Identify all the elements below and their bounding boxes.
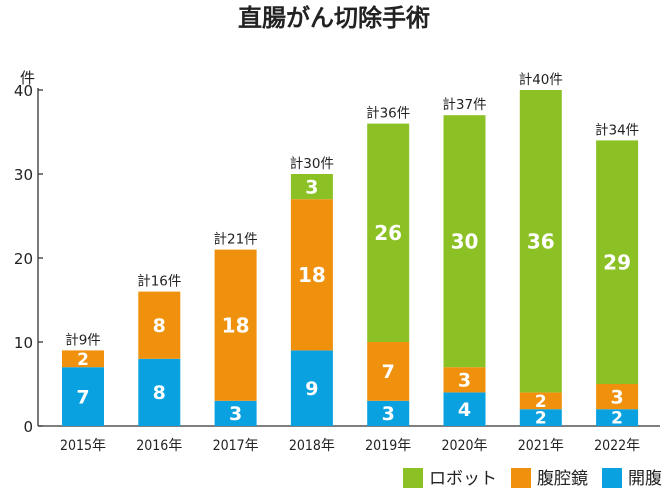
bar-total-label: 計9件	[65, 332, 101, 348]
x-tick-label: 2022年	[594, 438, 640, 454]
segment-value-label: 7	[382, 361, 395, 383]
legend-swatch	[511, 468, 531, 488]
bars	[62, 90, 639, 426]
bar-segment	[62, 350, 104, 368]
legend-swatch	[403, 468, 423, 488]
bar-segment	[214, 400, 257, 426]
legend-swatch	[602, 468, 622, 488]
segment-value-label: 8	[153, 315, 166, 337]
x-tick-label: 2016年	[136, 438, 182, 454]
y-tick-label: 10	[14, 334, 33, 352]
y-tick-label: 40	[14, 82, 33, 100]
segment-value-label: 8	[153, 382, 166, 404]
segment-value-label: 3	[610, 386, 623, 408]
legend: ロボット 腹腔鏡 開腹	[403, 468, 662, 489]
x-tick-label: 2021年	[518, 438, 564, 454]
bar-segment	[367, 342, 410, 401]
x-tick-label: 2019年	[365, 438, 411, 454]
x-tick-label: 2020年	[441, 438, 487, 454]
segment-value-label: 2	[77, 350, 89, 370]
bar-segment	[443, 115, 486, 368]
legend-label: 開腹	[628, 469, 662, 489]
bar-segment	[62, 367, 104, 426]
bar-segment	[443, 367, 486, 393]
segment-value-label: 3	[458, 370, 471, 392]
bar-segment	[443, 392, 486, 426]
segment-value-label: 18	[298, 263, 326, 287]
bar-segment	[519, 409, 562, 426]
x-tick-label: 2015年	[60, 438, 106, 454]
bar-segment	[367, 400, 410, 426]
data-labels: 7 2 計9件 8 8 計16件 3 18 計21件 9 18 3 計30件 3 7 26 計36件 4 3 30 計3…	[65, 72, 639, 429]
segment-value-label: 3	[382, 403, 395, 425]
y-tick-label: 0	[23, 418, 33, 436]
axes: 0 10 20 30 40 2015年 2016年 2017年 2018年 2019年 2020年 2…	[14, 82, 660, 454]
segment-value-label: 29	[603, 250, 631, 274]
bar-segment	[596, 409, 639, 426]
bar-total-label: 計21件	[214, 232, 258, 248]
segment-value-label: 36	[527, 229, 555, 253]
x-tick-label: 2018年	[289, 438, 335, 454]
segment-value-label: 3	[229, 403, 242, 425]
segment-value-label: 7	[76, 386, 89, 408]
bar-segment	[138, 291, 181, 359]
bar-segment	[138, 358, 181, 426]
segment-value-label: 4	[458, 399, 471, 421]
segment-value-label: 2	[611, 409, 623, 429]
bar-total-label: 計40件	[519, 72, 563, 88]
y-axis-unit: 件	[20, 69, 35, 87]
bar-segment	[519, 90, 562, 393]
bar-total-label: 計34件	[595, 122, 639, 138]
x-tick-label: 2017年	[213, 438, 259, 454]
segment-value-label: 2	[535, 409, 547, 429]
chart-title: 直腸がん切除手術	[238, 4, 430, 32]
segment-value-label: 2	[535, 392, 547, 412]
segment-value-label: 18	[222, 313, 250, 337]
bar-total-label: 計30件	[290, 156, 334, 172]
y-tick-label: 20	[14, 250, 33, 268]
bar-segment	[214, 249, 257, 401]
y-tick-label: 30	[14, 166, 33, 184]
bar-segment	[290, 174, 333, 200]
bar-total-label: 計36件	[366, 106, 410, 122]
segment-value-label: 9	[305, 378, 318, 400]
bar-total-label: 計16件	[137, 274, 181, 290]
bar-segment	[596, 140, 639, 384]
legend-label: ロボット	[429, 469, 497, 489]
segment-value-label: 3	[305, 176, 318, 198]
bar-segment	[596, 384, 639, 410]
bar-segment	[367, 123, 410, 342]
bar-segment	[290, 350, 333, 426]
segment-value-label: 30	[451, 229, 479, 253]
bar-total-label: 計37件	[442, 97, 486, 113]
bar-segment	[290, 199, 333, 351]
legend-label: 腹腔鏡	[537, 469, 588, 489]
segment-value-label: 26	[374, 221, 402, 245]
bar-segment	[519, 392, 562, 410]
